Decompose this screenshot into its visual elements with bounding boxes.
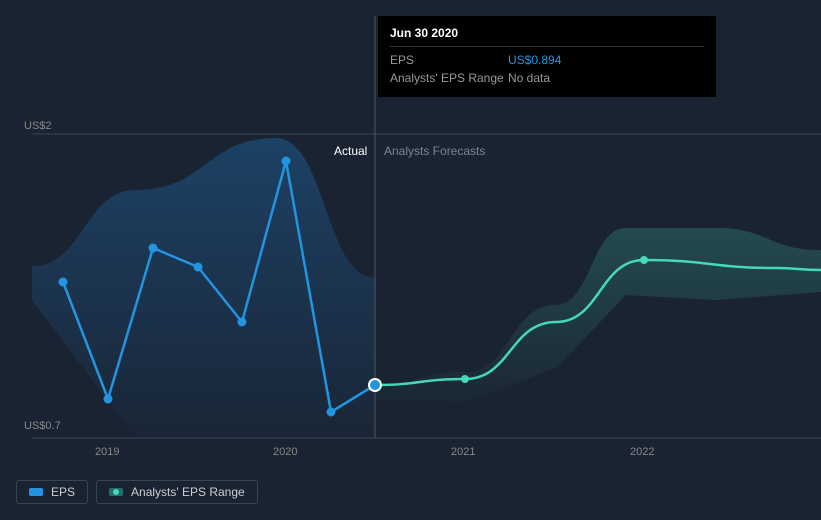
x-axis-label: 2021 bbox=[451, 446, 475, 458]
legend-item[interactable]: EPS bbox=[16, 480, 88, 504]
chart-tooltip: Jun 30 2020 EPSUS$0.894Analysts' EPS Ran… bbox=[378, 16, 716, 97]
legend-swatch bbox=[109, 488, 123, 496]
x-axis-label: 2019 bbox=[95, 446, 119, 458]
eps-chart: US$2 US$0.7 Actual Analysts Forecasts 20… bbox=[16, 0, 805, 520]
region-forecast-label: Analysts Forecasts bbox=[384, 144, 485, 158]
tooltip-row: EPSUS$0.894 bbox=[390, 51, 704, 69]
legend-label: EPS bbox=[51, 485, 75, 499]
region-actual-label: Actual bbox=[334, 144, 367, 158]
tooltip-row-value: No data bbox=[508, 69, 550, 87]
legend-swatch bbox=[29, 488, 43, 496]
legend-label: Analysts' EPS Range bbox=[131, 485, 245, 499]
x-axis-label: 2022 bbox=[630, 446, 654, 458]
chart-legend: EPS Analysts' EPS Range bbox=[16, 480, 258, 504]
x-axis-label: 2020 bbox=[273, 446, 297, 458]
tooltip-divider bbox=[390, 46, 704, 47]
tooltip-row-label: EPS bbox=[390, 51, 508, 69]
tooltip-title: Jun 30 2020 bbox=[390, 26, 704, 40]
y-axis-bottom-label: US$0.7 bbox=[24, 420, 61, 432]
tooltip-row-label: Analysts' EPS Range bbox=[390, 69, 508, 87]
legend-item[interactable]: Analysts' EPS Range bbox=[96, 480, 258, 504]
tooltip-row: Analysts' EPS RangeNo data bbox=[390, 69, 704, 87]
y-axis-top-label: US$2 bbox=[24, 120, 52, 132]
tooltip-row-value: US$0.894 bbox=[508, 51, 561, 69]
